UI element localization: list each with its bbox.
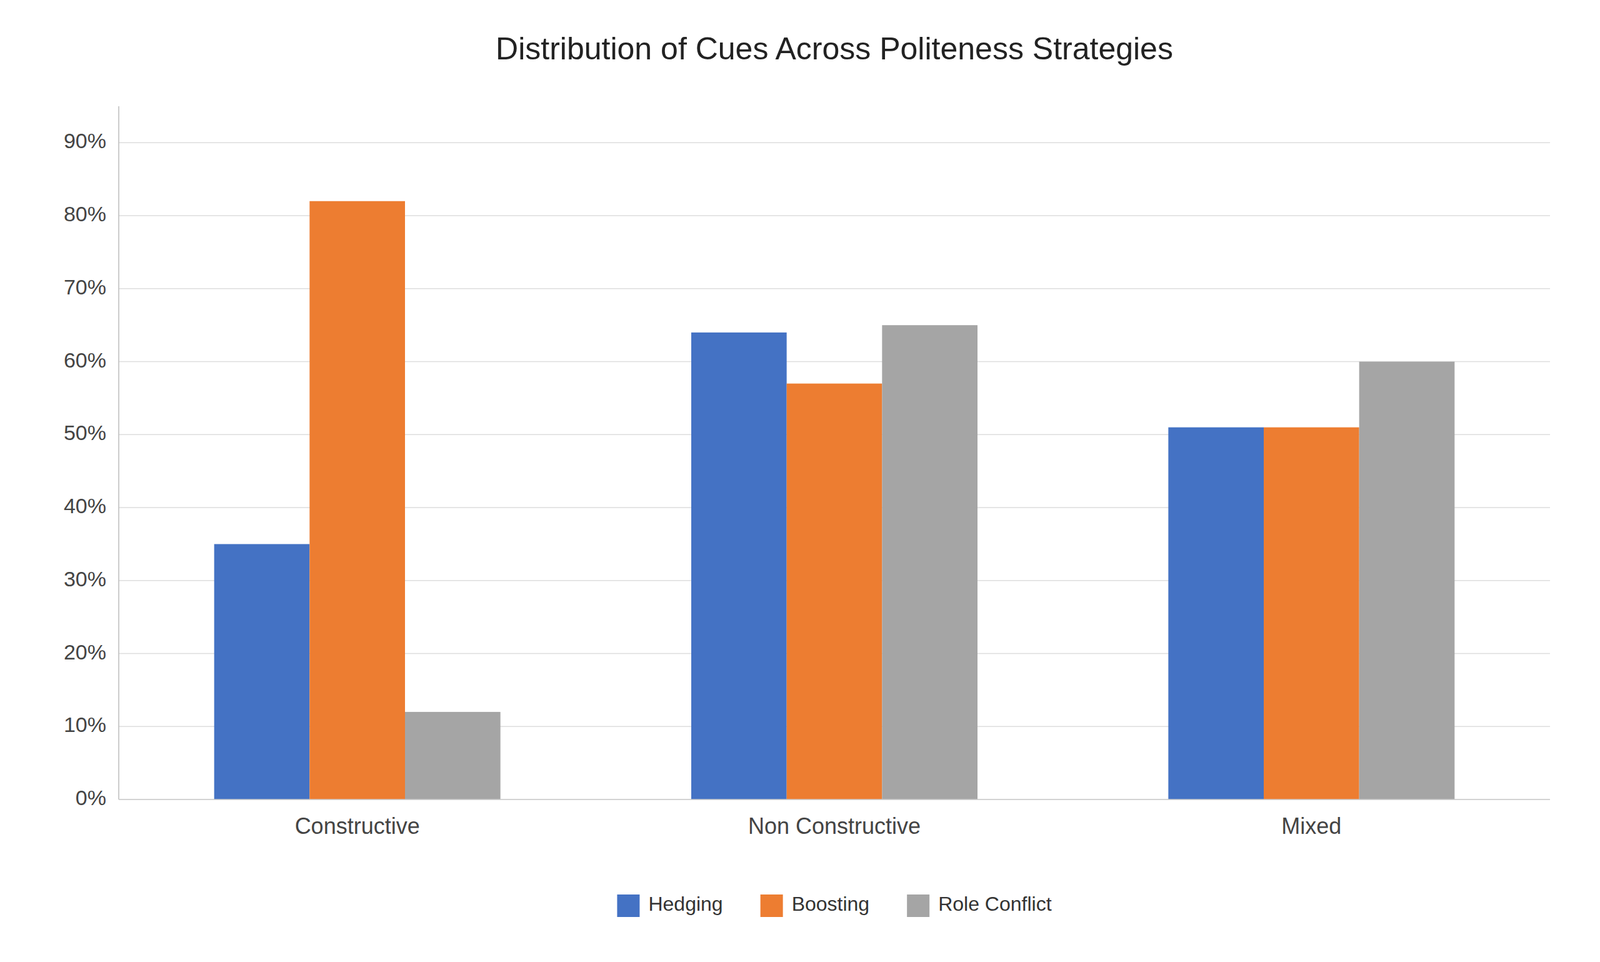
legend-swatch	[906, 894, 930, 917]
y-axis-line	[118, 106, 120, 800]
y-tick-label: 0%	[75, 785, 107, 810]
x-tick-label: Constructive	[295, 813, 420, 839]
y-tick-label: 20%	[63, 640, 107, 664]
bar	[214, 543, 310, 800]
y-tick-label: 60%	[63, 348, 107, 372]
grid	[118, 142, 1550, 800]
bars	[214, 201, 1455, 800]
legend-label: Hedging	[648, 892, 723, 915]
y-tick-label: 40%	[63, 493, 107, 518]
legend: Hedging Boosting Role Conflict	[616, 892, 1052, 917]
legend-label: Boosting	[791, 892, 870, 915]
bar	[881, 325, 978, 800]
x-tick-label: Mixed	[1281, 813, 1342, 839]
y-tick-label: 90%	[63, 128, 107, 153]
legend-item: Role Conflict	[906, 892, 1052, 917]
bar	[405, 711, 501, 800]
chart: Distribution of Cues Across Politeness S…	[0, 0, 1600, 962]
y-tick-label: 30%	[63, 566, 107, 591]
legend-item: Boosting	[760, 892, 870, 917]
x-tick-label: Non Constructive	[748, 813, 921, 839]
y-tick-label: 50%	[63, 420, 107, 445]
x-axis-line	[118, 798, 1550, 800]
legend-swatch	[616, 894, 640, 917]
y-tick-label: 70%	[63, 275, 107, 299]
bar	[1263, 427, 1360, 800]
bar	[309, 201, 405, 800]
grid-line	[118, 798, 1550, 800]
legend-label: Role Conflict	[938, 892, 1052, 915]
bar	[1168, 427, 1264, 800]
bar	[786, 383, 883, 800]
y-tick-label: 80%	[63, 201, 107, 226]
bar	[691, 332, 787, 800]
legend-swatch	[760, 894, 784, 917]
bar	[1359, 361, 1455, 800]
y-tick-label: 10%	[63, 712, 107, 737]
grid-line	[118, 142, 1550, 144]
legend-item: Hedging	[616, 892, 723, 917]
title: Distribution of Cues Across Politeness S…	[495, 31, 1174, 67]
